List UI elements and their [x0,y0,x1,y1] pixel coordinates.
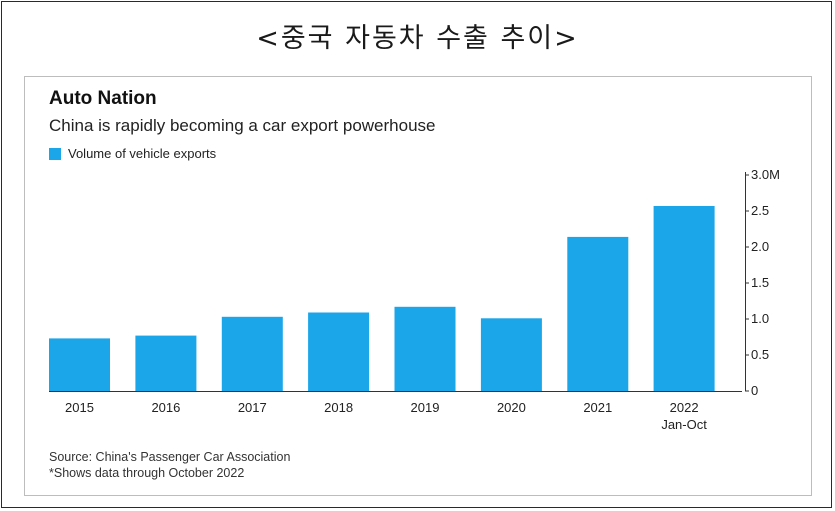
legend-label: Volume of vehicle exports [68,146,217,161]
x-tick-label-2019: 2019 [411,400,440,415]
bar-2016 [135,335,197,391]
y-tick-label-2.0: 2.0 [751,239,769,254]
source-note: Source: China's Passenger Car Associatio… [49,450,291,464]
y-tick-label-2.5: 2.5 [751,203,769,218]
chart-source: Source: China's Passenger Car Associatio… [49,449,290,481]
bar-2017 [221,316,283,391]
bar-2019 [394,306,456,391]
x-tick-label-2021: 2021 [583,400,612,415]
legend-swatch [49,147,61,160]
x-tick-label-2022: 2022 [670,400,699,415]
x-tick-label-2020: 2020 [497,400,526,415]
y-tick-label-0.5: 0.5 [751,347,769,362]
x-tick-label-2017: 2017 [238,400,267,415]
x-tick-label-2018: 2018 [324,400,353,415]
chart-legend: Volume of vehicle exports [49,146,216,161]
bar-2018 [308,312,370,391]
bar-2021 [567,236,629,391]
x-tick-sublabel: Jan-Oct [661,417,707,432]
bar-2022 [653,206,715,391]
y-tick-label-1.0: 1.0 [751,311,769,326]
chart-title: Auto Nation [49,88,157,109]
y-tick-label-0: 0 [751,383,758,398]
x-tick-label-2015: 2015 [65,400,94,415]
page-heading: <중국 자동차 수출 추이> [256,23,579,54]
chart-subtitle: China is rapidly becoming a car export p… [49,116,436,135]
y-tick-label-3.0M: 3.0M [751,167,780,182]
x-tick-label-2016: 2016 [151,400,180,415]
bar-2015 [49,338,110,391]
footnote: *Shows data through October 2022 [49,466,245,480]
y-tick-label-1.5: 1.5 [751,275,769,290]
bar-2020 [480,318,542,391]
